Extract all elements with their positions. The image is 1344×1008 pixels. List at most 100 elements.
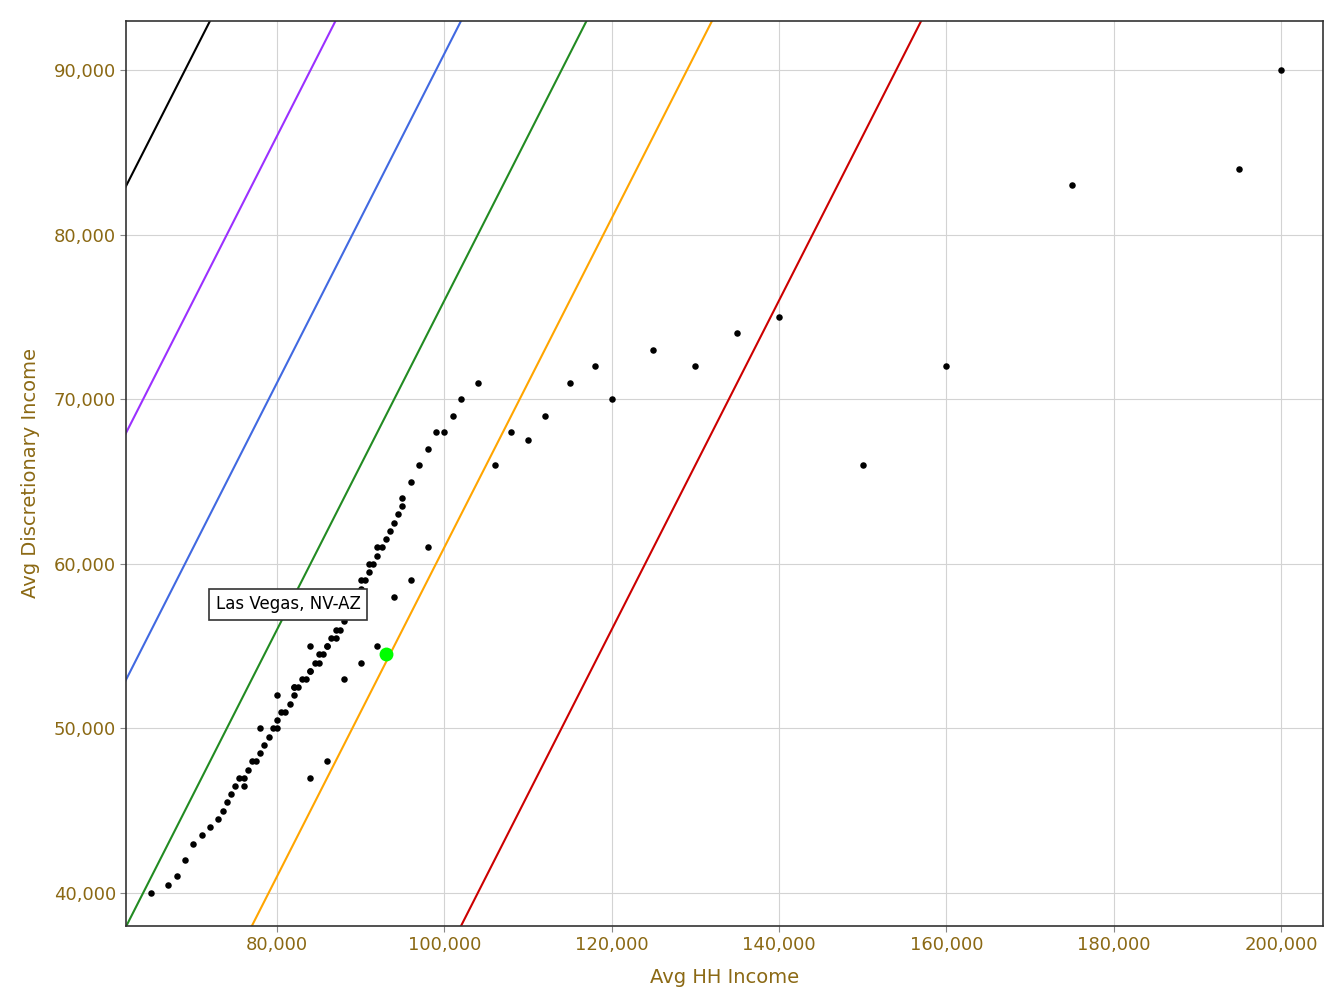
Point bbox=[401, 474, 422, 490]
Point bbox=[409, 457, 430, 473]
Point bbox=[300, 638, 321, 654]
Y-axis label: Avg Discretionary Income: Avg Discretionary Income bbox=[22, 349, 40, 599]
Point bbox=[270, 704, 292, 720]
Point bbox=[233, 770, 254, 786]
Point bbox=[250, 721, 271, 737]
Point bbox=[337, 605, 359, 621]
Point bbox=[341, 597, 363, 613]
Point bbox=[208, 810, 230, 827]
Point bbox=[684, 358, 706, 374]
Point bbox=[349, 573, 371, 589]
Point bbox=[220, 786, 242, 802]
Point bbox=[266, 721, 288, 737]
Point bbox=[325, 630, 347, 646]
Point bbox=[237, 761, 258, 777]
Point bbox=[250, 745, 271, 761]
Point bbox=[559, 375, 581, 391]
Point bbox=[304, 654, 325, 670]
Point bbox=[183, 836, 204, 852]
Point bbox=[216, 794, 238, 810]
Point bbox=[383, 515, 405, 531]
Point bbox=[601, 391, 622, 407]
Point bbox=[367, 547, 388, 563]
Point bbox=[329, 622, 351, 638]
Point bbox=[371, 539, 392, 555]
Point bbox=[175, 852, 196, 868]
Text: Las Vegas, NV-AZ: Las Vegas, NV-AZ bbox=[216, 595, 360, 613]
Point bbox=[349, 581, 371, 597]
Point bbox=[417, 539, 438, 555]
Point bbox=[333, 605, 355, 621]
Point bbox=[450, 391, 472, 407]
Point bbox=[341, 589, 363, 605]
Point bbox=[1270, 62, 1292, 79]
Point bbox=[300, 662, 321, 678]
Point bbox=[391, 490, 413, 506]
Point bbox=[534, 407, 555, 423]
Point bbox=[199, 820, 220, 836]
Point bbox=[852, 457, 874, 473]
Point bbox=[316, 753, 337, 769]
Point bbox=[417, 440, 438, 457]
Point bbox=[212, 802, 234, 818]
Point bbox=[316, 638, 337, 654]
Point bbox=[224, 778, 246, 794]
Point bbox=[333, 671, 355, 687]
Point bbox=[191, 828, 212, 844]
Point bbox=[726, 326, 747, 342]
Point bbox=[442, 407, 464, 423]
Point bbox=[312, 646, 333, 662]
Point bbox=[585, 358, 606, 374]
Point bbox=[769, 309, 790, 326]
Point bbox=[316, 638, 337, 654]
Point bbox=[375, 531, 396, 547]
Point bbox=[935, 358, 957, 374]
Point bbox=[500, 424, 521, 440]
Point bbox=[266, 712, 288, 728]
Point bbox=[278, 696, 300, 712]
X-axis label: Avg HH Income: Avg HH Income bbox=[650, 968, 800, 987]
Point bbox=[300, 662, 321, 678]
Point bbox=[266, 687, 288, 704]
Point bbox=[383, 589, 405, 605]
Point bbox=[434, 424, 456, 440]
Point bbox=[308, 654, 329, 670]
Point bbox=[308, 646, 329, 662]
Point bbox=[321, 630, 343, 646]
Point bbox=[642, 342, 664, 358]
Point bbox=[353, 573, 375, 589]
Point bbox=[425, 424, 446, 440]
Point bbox=[359, 555, 380, 572]
Point bbox=[165, 869, 187, 885]
Point bbox=[363, 555, 384, 572]
Point bbox=[468, 375, 489, 391]
Point bbox=[391, 498, 413, 514]
Point bbox=[254, 737, 276, 753]
Point bbox=[375, 646, 396, 662]
Point bbox=[367, 638, 388, 654]
Point bbox=[296, 671, 317, 687]
Point bbox=[258, 729, 280, 745]
Point bbox=[345, 589, 367, 605]
Point bbox=[284, 687, 305, 704]
Point bbox=[333, 614, 355, 630]
Point bbox=[379, 523, 401, 539]
Point bbox=[262, 721, 284, 737]
Point bbox=[246, 753, 267, 769]
Point bbox=[325, 622, 347, 638]
Point bbox=[241, 753, 262, 769]
Point bbox=[387, 506, 409, 522]
Point bbox=[367, 539, 388, 555]
Point bbox=[292, 671, 313, 687]
Point bbox=[228, 770, 250, 786]
Point bbox=[288, 679, 309, 696]
Point bbox=[300, 770, 321, 786]
Point bbox=[1060, 177, 1082, 194]
Point bbox=[349, 654, 371, 670]
Point bbox=[401, 573, 422, 589]
Point bbox=[284, 679, 305, 696]
Point bbox=[157, 877, 179, 893]
Point bbox=[284, 679, 305, 696]
Point bbox=[141, 885, 163, 901]
Point bbox=[517, 432, 539, 449]
